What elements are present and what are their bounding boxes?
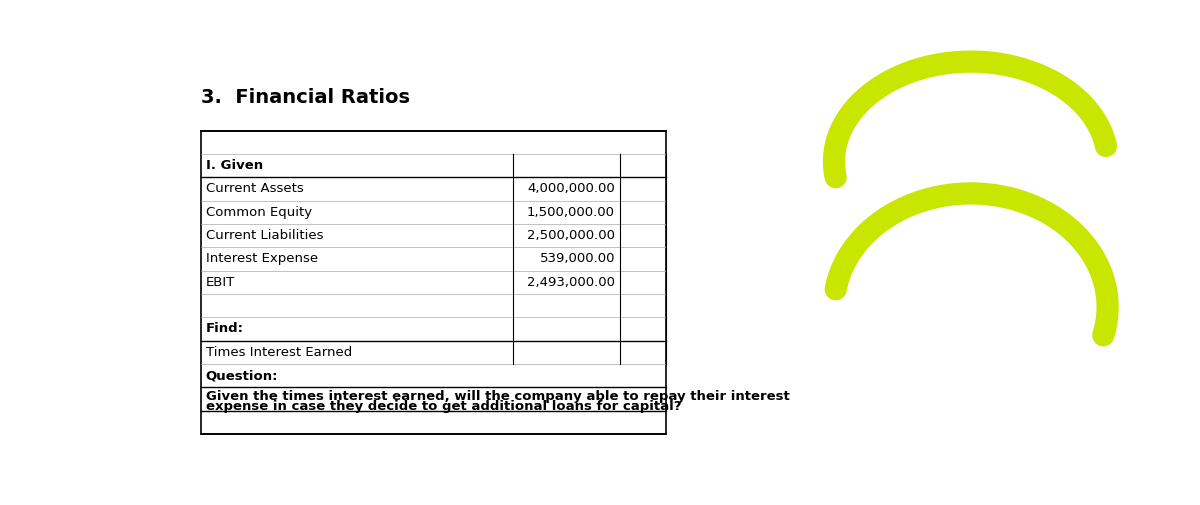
Text: I. Given: I. Given [206, 159, 263, 172]
Text: 2,493,000.00: 2,493,000.00 [527, 276, 616, 289]
Text: Question:: Question: [206, 369, 278, 382]
FancyBboxPatch shape [202, 131, 666, 434]
Text: 4,000,000.00: 4,000,000.00 [527, 182, 616, 195]
Text: 3.  Financial Ratios: 3. Financial Ratios [202, 88, 410, 107]
Text: Find:: Find: [206, 322, 244, 335]
Text: Current Liabilities: Current Liabilities [206, 229, 323, 242]
Text: Common Equity: Common Equity [206, 206, 312, 219]
Text: 539,000.00: 539,000.00 [540, 252, 616, 266]
Text: 1,500,000.00: 1,500,000.00 [527, 206, 616, 219]
Text: Times Interest Earned: Times Interest Earned [206, 346, 352, 359]
Text: Interest Expense: Interest Expense [206, 252, 318, 266]
Text: Current Assets: Current Assets [206, 182, 304, 195]
Text: EBIT: EBIT [206, 276, 235, 289]
Text: Given the times interest earned, will the company able to repay their interest: Given the times interest earned, will th… [206, 390, 790, 403]
Text: expense in case they decide to get additional loans for capital?: expense in case they decide to get addit… [206, 400, 682, 413]
Text: 2,500,000.00: 2,500,000.00 [527, 229, 616, 242]
